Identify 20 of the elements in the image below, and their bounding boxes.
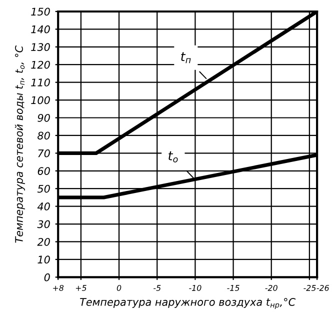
annotation: t$_{о}$ [168,151,178,162]
y-tick-label: 70 [38,149,50,158]
y-tick-label: 40 [37,202,50,210]
x-axis-title: Температура наружного воздуха t$_{нр}$,°С [80,298,296,309]
y-tick-label: 90 [38,114,50,122]
y-tick-label: 0 [44,273,50,282]
y-axis-title: Температура сетевой воды t$_{п}$, t$_{о}$, °С [14,46,25,243]
y-tick-label: 80 [38,132,50,140]
y-tick-label: 10 [38,256,50,264]
annotation: t$_{п}$ [181,52,191,64]
y-tick-label: 30 [37,220,50,228]
y-tick-label: 110 [31,78,50,86]
y-tick-label: 50 [37,184,50,193]
y-tick-label: 20 [37,238,50,246]
y-tick-label: 130 [31,43,50,52]
y-tick-label: 60 [38,167,50,175]
y-tick-label: 140 [31,25,50,34]
y-tick-label: 150 [31,8,50,16]
y-tick-label: 100 [31,96,50,104]
y-tick-label: 120 [31,60,50,69]
